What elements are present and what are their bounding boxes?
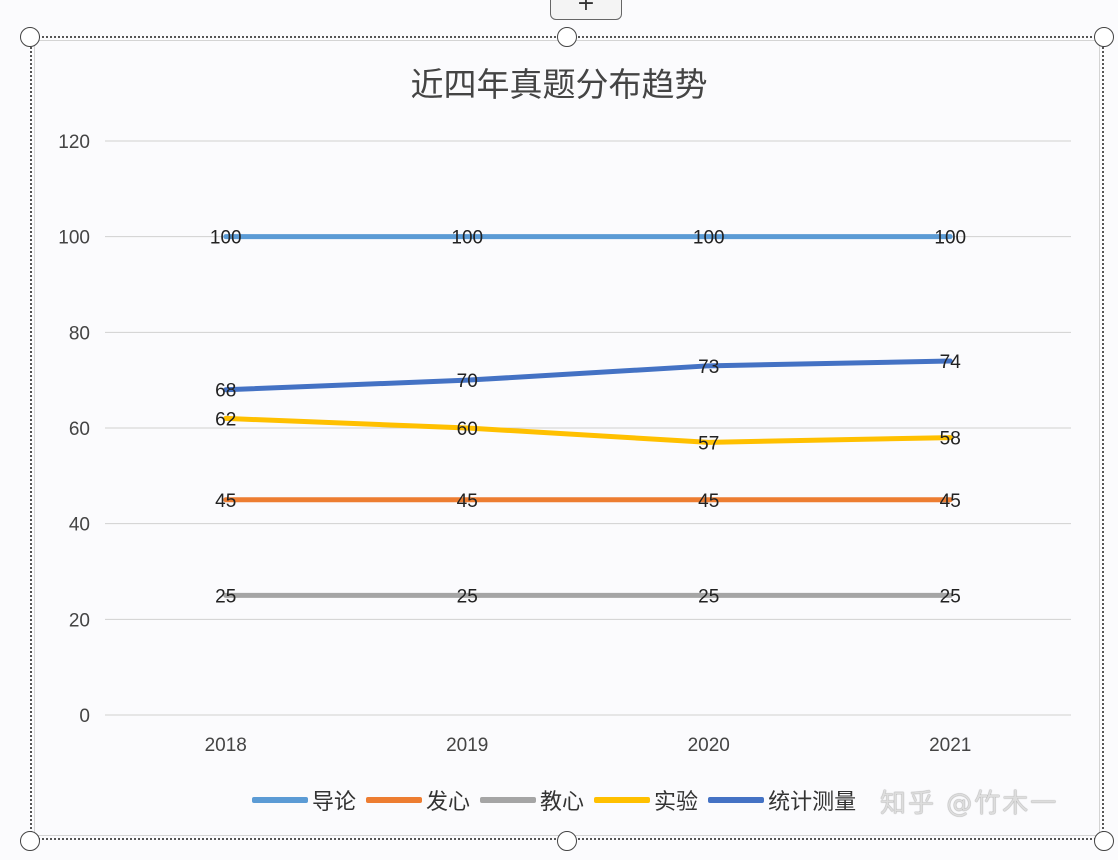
resize-handle-bottom-left[interactable] bbox=[20, 831, 40, 851]
data-label: 25 bbox=[457, 586, 478, 607]
y-tick-label: 40 bbox=[69, 515, 90, 536]
data-label: 74 bbox=[940, 352, 962, 373]
resize-handle-top-middle[interactable] bbox=[557, 27, 577, 47]
data-label: 70 bbox=[457, 371, 478, 392]
data-label: 100 bbox=[693, 228, 725, 249]
chart-title[interactable]: 近四年真题分布趋势 bbox=[410, 65, 708, 104]
data-label: 100 bbox=[210, 228, 242, 249]
x-axis-labels: 2018 2019 2020 2021 bbox=[205, 735, 972, 756]
data-label: 58 bbox=[940, 429, 961, 450]
legend-item[interactable]: 实验 bbox=[594, 784, 698, 816]
series-lines[interactable] bbox=[223, 234, 953, 598]
resize-handle-bottom-right[interactable] bbox=[1094, 831, 1114, 851]
legend-swatch bbox=[594, 797, 651, 803]
resize-handle-top-left[interactable] bbox=[20, 27, 40, 47]
legend-label: 统计测量 bbox=[768, 790, 857, 815]
data-label: 45 bbox=[457, 491, 478, 512]
data-label: 45 bbox=[698, 491, 719, 512]
data-labels: 100 100 100 100 45 45 45 45 25 25 25 25 62 60 57 58 68 70… bbox=[210, 228, 966, 608]
data-label: 62 bbox=[215, 409, 236, 430]
data-label: 45 bbox=[215, 491, 236, 512]
legend-label: 实验 bbox=[654, 790, 699, 815]
legend-label: 教心 bbox=[540, 790, 585, 815]
data-label: 45 bbox=[940, 491, 961, 512]
series-line[interactable] bbox=[223, 415, 953, 445]
y-tick-label: 120 bbox=[58, 132, 90, 153]
y-tick-label: 80 bbox=[69, 323, 90, 344]
series-line[interactable] bbox=[223, 358, 953, 393]
legend-item[interactable]: 发心 bbox=[366, 784, 470, 816]
data-label: 68 bbox=[215, 381, 236, 402]
legend-label: 发心 bbox=[426, 790, 471, 815]
add-chart-element-button[interactable]: + bbox=[550, 0, 622, 20]
legend-swatch bbox=[252, 797, 308, 803]
x-tick-label: 2019 bbox=[446, 735, 488, 756]
chart-legend[interactable]: 导论 发心 教心 实验 统计测量 bbox=[252, 784, 860, 816]
data-label: 25 bbox=[940, 586, 961, 607]
legend-item[interactable]: 统计测量 bbox=[708, 784, 856, 816]
y-tick-label: 60 bbox=[69, 419, 90, 440]
x-tick-label: 2020 bbox=[688, 735, 730, 756]
y-tick-label: 0 bbox=[79, 706, 90, 727]
legend-swatch bbox=[480, 797, 537, 803]
y-tick-label: 20 bbox=[69, 610, 90, 631]
data-label: 57 bbox=[698, 433, 719, 454]
gridlines bbox=[105, 140, 1071, 716]
data-label: 100 bbox=[451, 228, 483, 249]
data-label: 100 bbox=[934, 228, 966, 249]
x-tick-label: 2018 bbox=[205, 735, 247, 756]
legend-item[interactable]: 导论 bbox=[252, 784, 356, 816]
resize-handle-top-right[interactable] bbox=[1094, 27, 1114, 47]
legend-swatch bbox=[708, 797, 765, 803]
legend-label: 导论 bbox=[312, 790, 357, 815]
legend-swatch bbox=[366, 797, 423, 803]
x-tick-label: 2021 bbox=[929, 735, 971, 756]
data-label: 60 bbox=[457, 419, 478, 440]
legend-item[interactable]: 教心 bbox=[480, 784, 584, 816]
data-label: 25 bbox=[215, 586, 236, 607]
resize-handle-bottom-middle[interactable] bbox=[557, 831, 577, 851]
watermark: 知乎 @竹木一 bbox=[880, 789, 1059, 819]
data-label: 73 bbox=[698, 357, 719, 378]
data-label: 25 bbox=[698, 586, 719, 607]
y-tick-label: 100 bbox=[58, 228, 90, 249]
y-axis-labels: 0 20 40 60 80 100 120 bbox=[58, 132, 90, 727]
